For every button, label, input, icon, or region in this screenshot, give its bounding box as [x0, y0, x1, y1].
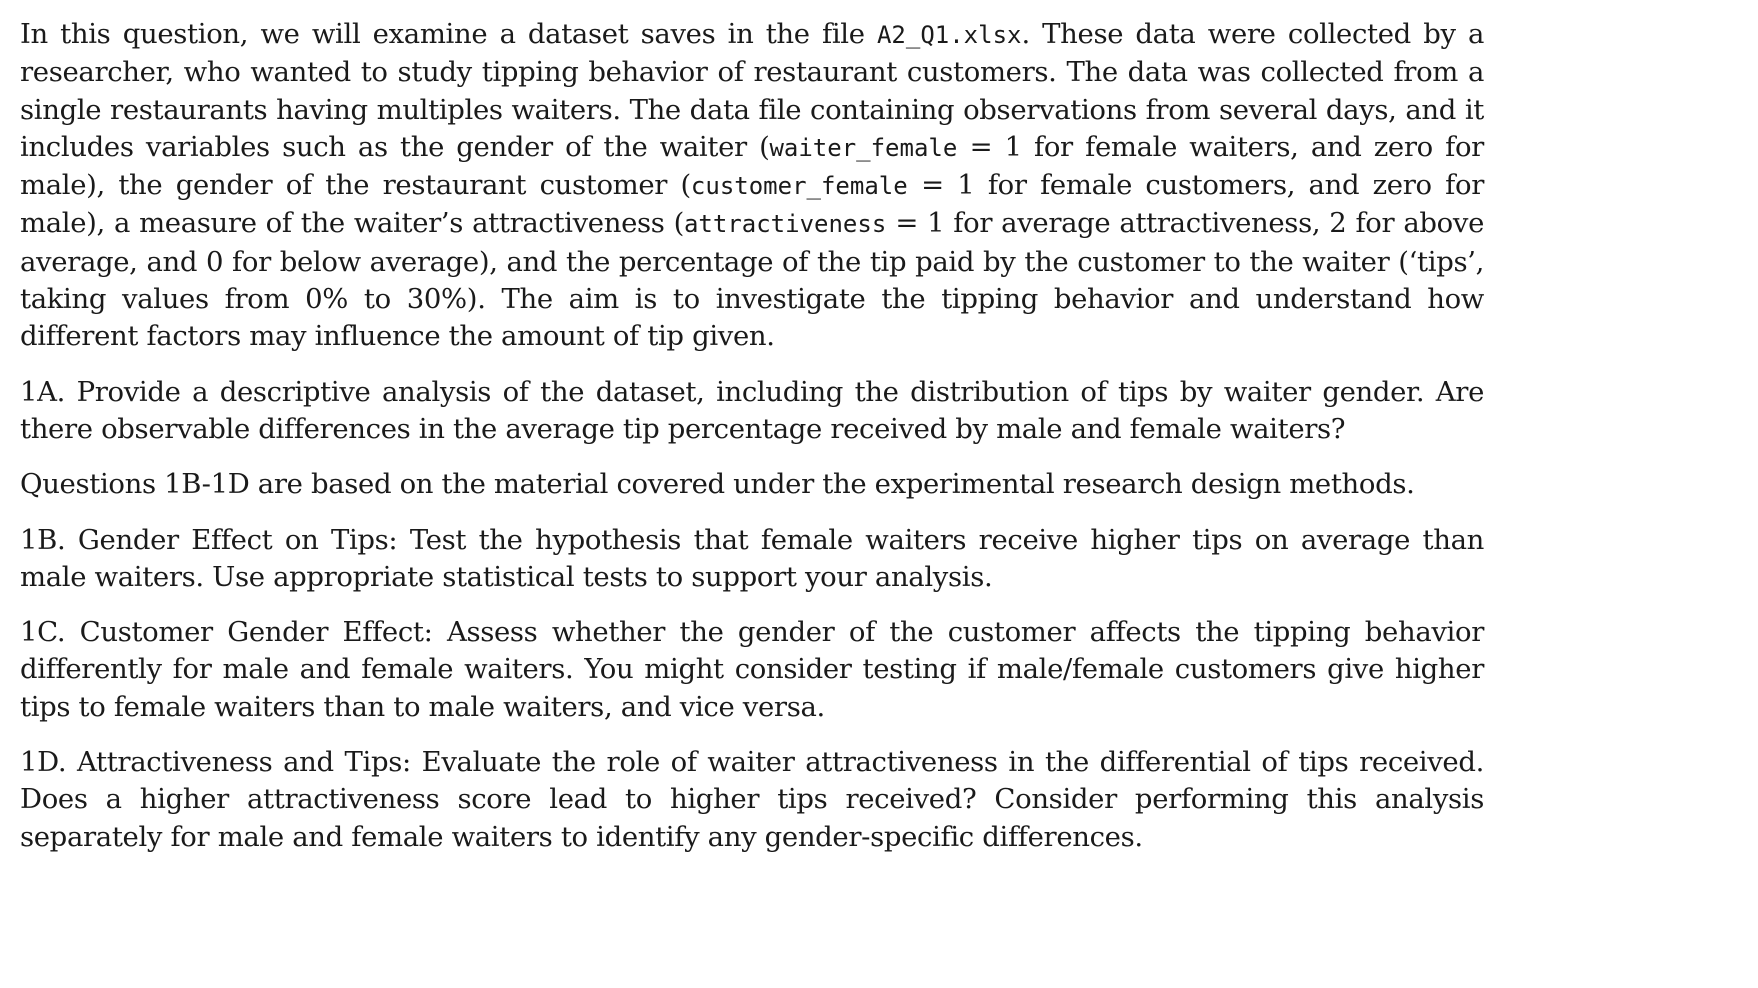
- intro-text-5: = 1 for average attractiveness, 2 for ab…: [20, 207, 1484, 353]
- section-note: Questions 1B-1D are based on the materia…: [20, 468, 1415, 501]
- question-1c: 1C. Customer Gender Effect: Assess wheth…: [20, 616, 1484, 723]
- intro-text-4: = 1 for female customers, and zero for m…: [20, 169, 1484, 240]
- intro-paragraph: In this question, we will examine a data…: [20, 16, 1484, 356]
- question-1a: 1A. Provide a descriptive analysis of th…: [20, 375, 1484, 445]
- intro-text-1: In this question, we will examine a data…: [20, 18, 877, 50]
- var-customer-female: customer_female: [690, 172, 908, 201]
- document-body: In this question, we will examine a data…: [20, 16, 1484, 856]
- var-waiter-female: waiter_female: [769, 133, 958, 162]
- intro-text-3: = 1 for female waiters, and zero for mal…: [20, 130, 1484, 202]
- intro-text-2: . These data were collected by a researc…: [20, 18, 1484, 163]
- question-1b: 1B. Gender Effect on Tips: Test the hypo…: [20, 523, 1484, 593]
- question-1d: 1D. Attractiveness and Tips: Evaluate th…: [20, 746, 1484, 853]
- file-name: A2_Q1.xlsx: [876, 21, 1022, 49]
- var-attractiveness: attractiveness: [683, 210, 887, 239]
